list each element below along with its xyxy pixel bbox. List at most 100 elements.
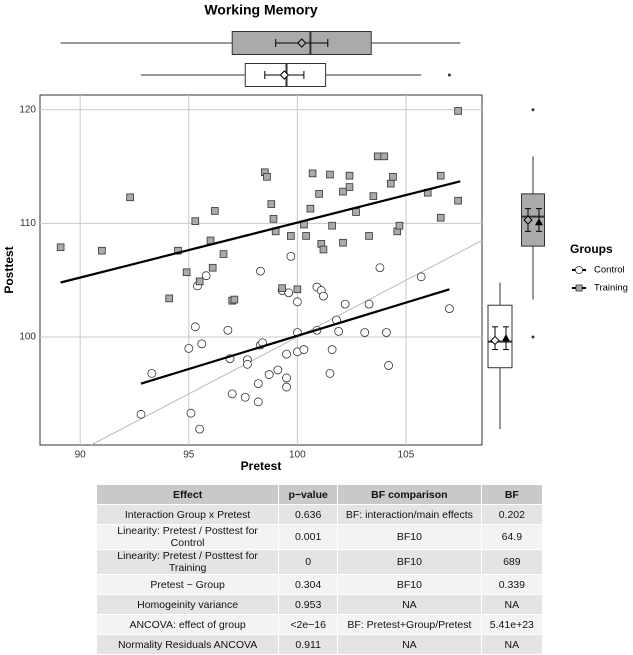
point <box>364 299 374 309</box>
table-cell: NA <box>337 634 482 655</box>
mean-marker <box>490 335 500 346</box>
point <box>201 271 211 281</box>
point <box>227 389 237 399</box>
y-tick-label: 110 <box>20 218 36 229</box>
point <box>293 285 302 294</box>
chart-title: Working Memory <box>204 2 318 18</box>
point <box>223 325 233 335</box>
point <box>230 295 239 304</box>
table-cell: Interaction Group x Pretest <box>95 504 280 525</box>
point <box>190 322 200 332</box>
point <box>273 365 283 375</box>
point <box>197 339 207 349</box>
point <box>306 204 315 213</box>
point <box>384 361 394 370</box>
box <box>521 193 545 247</box>
table-row: Interaction Group x Pretest 0.636 BF: inte… <box>95 504 544 525</box>
point <box>319 291 328 301</box>
chart: Working Memory Pretest Posttest Groups 9… <box>2 2 628 473</box>
point <box>375 263 385 273</box>
point <box>445 304 454 314</box>
header-cell: BF <box>480 484 544 505</box>
table-cell: NA <box>480 594 544 615</box>
point <box>292 297 302 307</box>
point <box>286 251 296 261</box>
header-cell: p−value <box>278 484 339 505</box>
outlier <box>531 335 535 339</box>
table-cell: 0.001 <box>278 524 339 550</box>
table-cell: 0.304 <box>278 574 339 595</box>
point <box>282 373 291 383</box>
point <box>327 345 337 354</box>
x-axis-label: Pretest <box>241 459 282 473</box>
box <box>487 304 513 369</box>
identity-line <box>90 240 483 446</box>
table-cell: NA <box>480 634 544 655</box>
point <box>243 359 252 369</box>
point <box>373 152 382 161</box>
point <box>340 299 350 309</box>
table-cell: BF10 <box>337 524 482 550</box>
table-cell: BF: interaction/main effects <box>337 504 482 525</box>
x-tick-label: 90 <box>75 450 87 461</box>
header-cell: Effect <box>95 484 280 505</box>
point <box>269 215 278 223</box>
table-cell: 689 <box>480 549 544 575</box>
point <box>126 193 134 202</box>
point <box>328 221 336 230</box>
x-tick-label: 105 <box>398 450 415 461</box>
point <box>174 246 182 255</box>
table-cell: NA <box>337 594 482 615</box>
table-cell: 0 <box>278 549 339 575</box>
table-row: ANCOVA: effect of group <2e−16 BF: Pretest… <box>95 614 544 635</box>
mean-marker <box>523 215 533 225</box>
point <box>360 328 370 337</box>
point <box>278 284 286 292</box>
table-cell: 0.911 <box>278 634 339 655</box>
point <box>195 277 204 286</box>
point <box>454 196 462 205</box>
legend-label: Control <box>594 265 625 276</box>
point <box>345 183 354 191</box>
table-row: Linearity: Pretest / Posttest for Contro… <box>95 524 544 550</box>
point <box>319 245 328 254</box>
x-tick-label: 95 <box>183 450 195 461</box>
legend-title: Groups <box>570 242 613 256</box>
table-row: Normality Residuals ANCOVA 0.911 NA NA <box>95 634 544 655</box>
table-cell: 64.9 <box>480 524 544 550</box>
table-row: Linearity: Pretest / Posttest for Traini… <box>95 549 544 575</box>
table-row: Pretest ~ Group 0.304 BF10 0.339 <box>95 574 544 595</box>
point <box>395 221 404 230</box>
adjusted-mean-marker <box>502 334 510 342</box>
table-cell: 0.202 <box>480 504 544 525</box>
y-tick-label: 100 <box>19 332 36 343</box>
point <box>386 179 395 188</box>
point <box>282 382 291 392</box>
legend-symbol <box>575 284 583 292</box>
point <box>240 392 250 402</box>
point <box>389 173 397 181</box>
table-cell: Homogeinity variance <box>95 594 280 615</box>
point <box>382 328 391 337</box>
outlier <box>531 108 535 112</box>
point <box>147 369 157 378</box>
adjusted-mean-marker <box>535 218 543 226</box>
point <box>287 232 295 240</box>
point <box>136 409 146 419</box>
point <box>219 250 228 258</box>
point <box>267 200 276 208</box>
table-cell: 0.339 <box>480 574 544 595</box>
point <box>184 344 194 353</box>
point <box>186 408 196 418</box>
table-cell: Pretest ~ Group <box>95 574 280 595</box>
point <box>282 349 291 359</box>
regression-line <box>140 288 450 385</box>
point <box>308 169 317 178</box>
point <box>339 187 347 196</box>
point <box>195 424 205 434</box>
table-cell: <2e−16 <box>278 614 339 635</box>
x-tick-label: 100 <box>289 450 306 461</box>
point <box>380 152 389 161</box>
legend-symbol <box>575 265 584 274</box>
